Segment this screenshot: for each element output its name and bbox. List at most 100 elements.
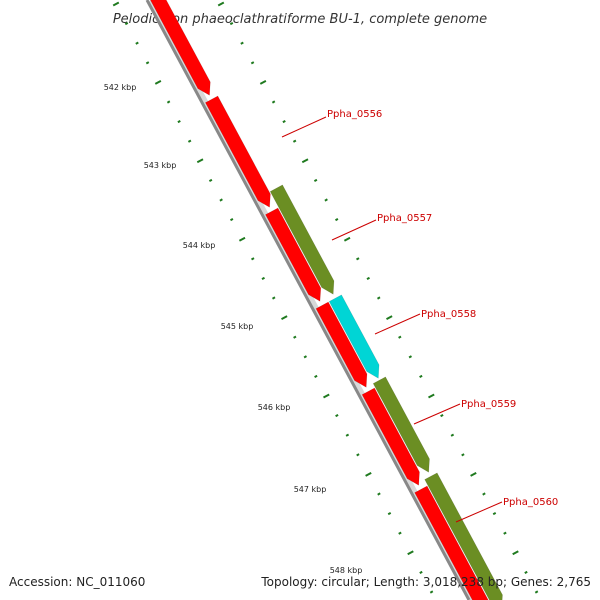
major-tick bbox=[196, 158, 204, 164]
major-tick bbox=[512, 550, 519, 556]
forward-cds-arrow[interactable] bbox=[204, 95, 271, 208]
minor-tick bbox=[492, 512, 497, 516]
reverse-cds-arrow[interactable] bbox=[269, 184, 335, 295]
minor-tick bbox=[482, 492, 486, 496]
genome-summary-text: Topology: circular; Length: 3,018,238 bp… bbox=[260, 575, 591, 589]
minor-tick bbox=[408, 355, 413, 359]
major-tick bbox=[470, 472, 477, 477]
minor-tick bbox=[293, 335, 297, 339]
minor-tick bbox=[229, 218, 234, 222]
gene-label-group[interactable]: Ppha_0560 bbox=[455, 497, 558, 523]
minor-tick bbox=[292, 139, 297, 143]
gene-label[interactable]: Ppha_0559 bbox=[461, 399, 516, 410]
minor-tick bbox=[282, 120, 286, 124]
minor-tick bbox=[450, 433, 455, 437]
gene-label-group[interactable]: Ppha_0556 bbox=[281, 109, 382, 138]
minor-tick bbox=[145, 61, 150, 65]
rna-feature-arrow[interactable] bbox=[328, 294, 380, 379]
map-title: Pelodictyon phaeoclathratiforme BU-1, co… bbox=[113, 12, 487, 27]
major-tick bbox=[407, 550, 414, 556]
gene-label[interactable]: Ppha_0556 bbox=[327, 109, 382, 120]
minor-tick bbox=[303, 355, 308, 359]
major-tick bbox=[301, 158, 309, 164]
major-tick bbox=[386, 315, 393, 320]
reverse-cds-arrow[interactable] bbox=[372, 376, 430, 473]
minor-tick bbox=[166, 100, 171, 104]
minor-tick bbox=[334, 218, 339, 222]
minor-tick bbox=[335, 414, 339, 418]
forward-cds-arrow[interactable] bbox=[414, 485, 490, 600]
minor-tick bbox=[135, 41, 139, 45]
minor-tick bbox=[429, 590, 434, 594]
major-tick bbox=[281, 315, 288, 320]
major-tick bbox=[323, 393, 330, 399]
minor-tick bbox=[461, 453, 465, 457]
minor-tick bbox=[440, 414, 444, 418]
kbp-label: 545 kbp bbox=[221, 322, 254, 331]
minor-tick bbox=[250, 61, 255, 65]
reverse-cds-arrow[interactable] bbox=[424, 472, 503, 600]
forward-cds-arrow[interactable] bbox=[361, 387, 420, 486]
minor-tick bbox=[366, 276, 370, 280]
gene-label[interactable]: Ppha_0558 bbox=[421, 309, 476, 320]
minor-tick bbox=[377, 296, 381, 300]
minor-tick bbox=[251, 257, 255, 261]
forward-cds-arrow[interactable] bbox=[265, 207, 322, 302]
minor-tick bbox=[387, 512, 392, 516]
gene-label-group[interactable]: Ppha_0559 bbox=[413, 399, 516, 425]
minor-tick bbox=[419, 570, 423, 574]
minor-tick bbox=[177, 120, 181, 124]
major-tick bbox=[365, 472, 372, 477]
kbp-label: 542 kbp bbox=[104, 83, 137, 92]
feature-tick-track bbox=[217, 1, 539, 594]
minor-tick bbox=[313, 178, 318, 182]
minor-tick bbox=[356, 257, 360, 261]
reverse-cds-track bbox=[269, 184, 503, 600]
kbp-label: 548 kbp bbox=[330, 566, 363, 575]
forward-cds-track bbox=[139, 0, 490, 600]
minor-tick bbox=[345, 433, 350, 437]
minor-tick bbox=[524, 570, 528, 574]
minor-tick bbox=[124, 22, 129, 26]
major-tick bbox=[343, 236, 351, 242]
minor-tick bbox=[187, 139, 192, 143]
major-tick bbox=[428, 393, 435, 399]
forward-cds-arrow[interactable] bbox=[315, 301, 368, 388]
minor-tick bbox=[240, 41, 244, 45]
kbp-label: 544 kbp bbox=[183, 241, 216, 250]
minor-tick bbox=[398, 531, 402, 535]
minor-tick bbox=[219, 198, 223, 202]
accession-text: Accession: NC_011060 bbox=[9, 575, 145, 589]
major-tick bbox=[112, 1, 120, 7]
gene-labels: Ppha_0556 Ppha_0557 Ppha_0558 Ppha_0559 … bbox=[281, 109, 558, 523]
kbp-label: 546 kbp bbox=[258, 403, 291, 412]
major-tick bbox=[217, 1, 225, 7]
kbp-label: 543 kbp bbox=[144, 161, 177, 170]
minor-tick bbox=[271, 100, 276, 104]
minor-tick bbox=[356, 453, 360, 457]
gene-label[interactable]: Ppha_0557 bbox=[377, 213, 432, 224]
minor-tick bbox=[261, 276, 265, 280]
minor-tick bbox=[377, 492, 381, 496]
major-tick bbox=[259, 80, 267, 85]
major-tick bbox=[154, 80, 162, 85]
major-tick bbox=[238, 236, 246, 242]
minor-tick bbox=[419, 374, 423, 378]
gene-label-group[interactable]: Ppha_0558 bbox=[374, 309, 476, 335]
gene-label[interactable]: Ppha_0560 bbox=[503, 497, 558, 508]
gene-label-group[interactable]: Ppha_0557 bbox=[331, 213, 432, 241]
minor-tick bbox=[208, 178, 213, 182]
minor-tick bbox=[229, 22, 234, 26]
kbp-labels: 542 kbp 543 kbp 544 kbp 545 kbp 546 kbp … bbox=[104, 83, 363, 575]
minor-tick bbox=[503, 531, 507, 535]
minor-tick bbox=[324, 198, 328, 202]
scale-tick-track bbox=[112, 1, 434, 594]
minor-tick bbox=[314, 374, 318, 378]
minor-tick bbox=[534, 590, 539, 594]
minor-tick bbox=[272, 296, 276, 300]
kbp-label: 547 kbp bbox=[294, 485, 327, 494]
genome-backbone bbox=[145, 0, 471, 600]
forward-cds-arrow[interactable] bbox=[139, 0, 211, 96]
minor-tick bbox=[398, 335, 402, 339]
